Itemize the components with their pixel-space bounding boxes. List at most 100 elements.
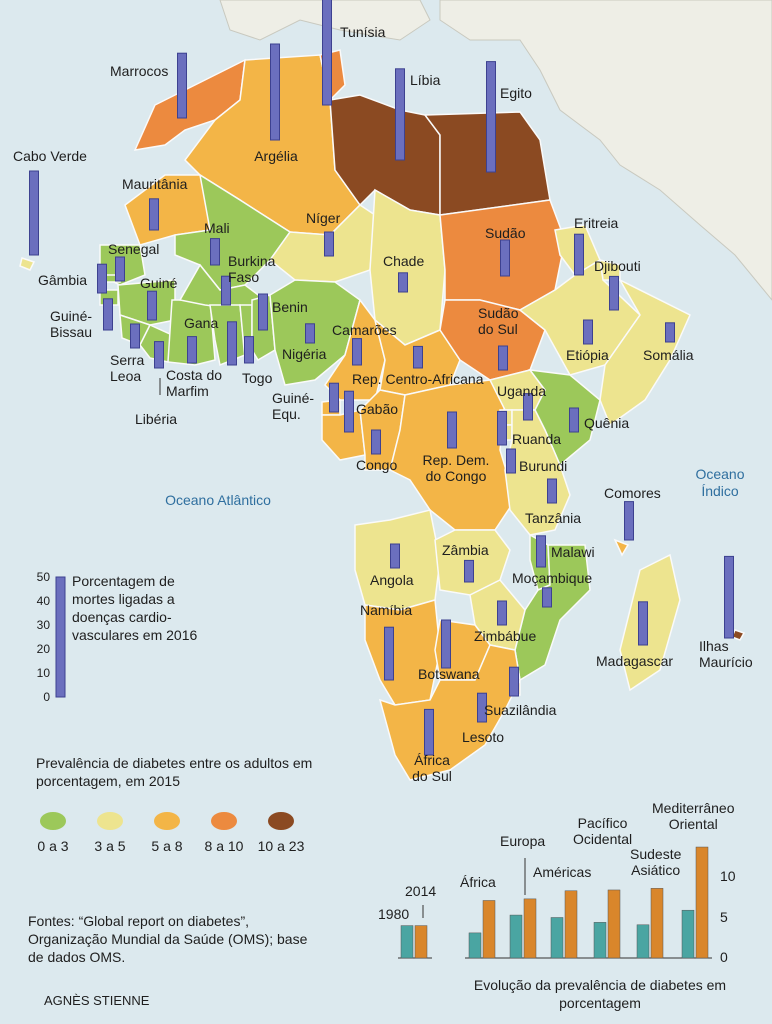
indian-ocean-label: Oceano Índico — [695, 466, 745, 499]
evolution-legend-2014: 2014 — [405, 883, 437, 899]
cvd-bar-zambia — [464, 559, 474, 583]
cvd-legend-title: Porcentagem de mortes ligadas a doenças … — [72, 573, 198, 643]
country-label-benin: Benin — [272, 299, 308, 315]
cvd-bar-comores — [624, 501, 634, 541]
country-label-madagascar: Madagascar — [596, 653, 674, 669]
evolution-bar-2014-africa — [482, 900, 496, 959]
cvd-bar-niger — [324, 231, 334, 257]
diabetes-swatch-label: 10 a 23 — [257, 838, 305, 854]
region-guine — [117, 279, 176, 326]
country-label-tunisia: Tunísia — [340, 24, 386, 40]
evolution-bar-2014-pacifico-ocidental — [607, 889, 621, 959]
cvd-bar-rep-dem-do-congo — [447, 411, 457, 449]
country-label-africa-do-sul: África do Sul — [412, 752, 452, 784]
evolution-bar-1980-pacifico-ocidental — [593, 922, 607, 959]
cvd-bar-eritreia — [574, 233, 584, 276]
diabetes-evolution-chart — [398, 846, 712, 959]
diabetes-swatch-label: 5 a 8 — [151, 838, 183, 854]
country-label-tanzania: Tanzânia — [525, 510, 582, 526]
cvd-bar-djibouti — [609, 275, 619, 311]
country-label-mali: Mali — [204, 220, 230, 236]
country-label-niger: Níger — [306, 210, 341, 226]
country-label-angola: Angola — [370, 572, 414, 588]
diabetes-swatch-3-a-5 — [97, 812, 123, 830]
country-label-togo: Togo — [242, 370, 273, 386]
cvd-bar-ruanda — [497, 410, 507, 446]
cvd-bar-gabao — [344, 390, 354, 433]
cvd-bar-tanzania — [547, 478, 557, 504]
country-label-lesoto: Lesoto — [462, 729, 505, 745]
diabetes-swatch-label: 3 a 5 — [94, 838, 126, 854]
cvd-bar-botswana — [441, 619, 451, 669]
cvd-bar-guine-bissau — [103, 298, 113, 331]
country-label-chade: Chade — [383, 253, 425, 269]
cvd-bar-costa-do-marfim — [187, 336, 197, 364]
country-label-gana: Gana — [184, 315, 219, 331]
country-label-congo: Congo — [356, 457, 398, 473]
evolution-category-americas: Américas — [533, 864, 592, 880]
region-madagascar — [619, 553, 681, 692]
country-label-rep-centro-africana: Rep. Centro-Africana — [352, 371, 484, 387]
country-label-burundi: Burundi — [519, 458, 568, 474]
cvd-bar-serra-leoa — [130, 323, 140, 349]
evolution-category-mediterraneo-oriental: Mediterrâneo Oriental — [652, 800, 735, 832]
cvd-bar-benin — [258, 293, 268, 331]
country-label-guine-equ: Guiné- Equ. — [272, 390, 315, 422]
cvd-legend-scale-bar — [55, 576, 66, 698]
cvd-legend-tick: 30 — [36, 618, 50, 632]
country-label-uganda: Uganda — [497, 383, 547, 399]
cvd-bar-africa-do-sul — [424, 708, 434, 756]
cvd-bar-gana — [227, 321, 237, 366]
country-label-ilhas-mauricio: Ilhas Maurício — [699, 638, 753, 670]
cvd-bar-egito — [486, 61, 496, 173]
country-label-somalia: Somália — [643, 347, 694, 363]
country-label-botswana: Botswana — [418, 666, 480, 682]
evolution-chart-title: Evolução da prevalência de diabetes em p… — [473, 977, 727, 1011]
cvd-bars — [29, 0, 734, 756]
region-africa-do-sul — [378, 644, 521, 781]
cvd-bar-namibia — [384, 626, 394, 681]
cvd-bar-guine — [147, 290, 157, 321]
country-label-cabo-verde: Cabo Verde — [13, 148, 87, 164]
country-label-quenia: Quênia — [584, 415, 630, 431]
country-label-comores: Comores — [604, 485, 661, 501]
evolution-y-tick: 0 — [720, 949, 728, 965]
cvd-bar-malawi — [536, 535, 546, 568]
evolution-bar-1980-mediterraneo-oriental — [681, 909, 695, 959]
cvd-bar-marrocos — [177, 52, 187, 119]
country-label-sudao-do-sul: Sudão do Sul — [478, 305, 519, 337]
cvd-bar-mauritania — [149, 198, 159, 231]
cvd-legend-tick: 40 — [36, 594, 50, 608]
country-label-egito: Egito — [500, 85, 532, 101]
cvd-bar-rep-centro-africana — [413, 345, 423, 369]
cvd-bar-lesoto — [477, 692, 487, 723]
evolution-y-tick: 10 — [720, 868, 736, 884]
cvd-bar-mocambique — [542, 587, 552, 608]
cvd-bar-somalia — [665, 322, 675, 343]
country-label-eritreia: Eritreia — [574, 215, 619, 231]
cvd-bar-liberia — [154, 341, 164, 369]
cvd-bar-ilhas-mauricio — [724, 555, 734, 639]
evolution-bar-2014-mediterraneo-oriental — [695, 846, 709, 959]
country-label-gabao: Gabão — [356, 401, 399, 417]
cvd-legend-tick: 10 — [36, 666, 50, 680]
evolution-category-europa: Europa — [500, 833, 546, 849]
cvd-bar-congo — [371, 429, 381, 455]
country-label-argelia: Argélia — [254, 148, 298, 164]
country-label-guine-bissau: Guiné- Bissau — [50, 308, 93, 340]
evolution-category-africa: África — [460, 874, 496, 890]
cvd-bar-togo — [244, 336, 254, 364]
country-label-burkina-faso: Burkina Faso — [228, 253, 276, 285]
evolution-bar-1980-sudeste-asiatico — [636, 924, 650, 959]
cvd-bar-angola — [390, 543, 400, 569]
cvd-bar-cabo-verde — [29, 170, 39, 256]
cvd-bar-suazilandia — [509, 666, 519, 697]
cvd-bar-argelia — [270, 43, 280, 141]
country-label-ruanda: Ruanda — [512, 431, 562, 447]
author-credit: AGNÈS STIENNE — [44, 993, 150, 1008]
evolution-bar-2014-europa — [523, 898, 537, 959]
evolution-bar-1980-africa — [468, 932, 482, 959]
country-label-camaroes: Camarões — [332, 322, 397, 338]
diabetes-swatch-5-a-8 — [154, 812, 180, 830]
middle-east-landmass — [439, 0, 772, 301]
